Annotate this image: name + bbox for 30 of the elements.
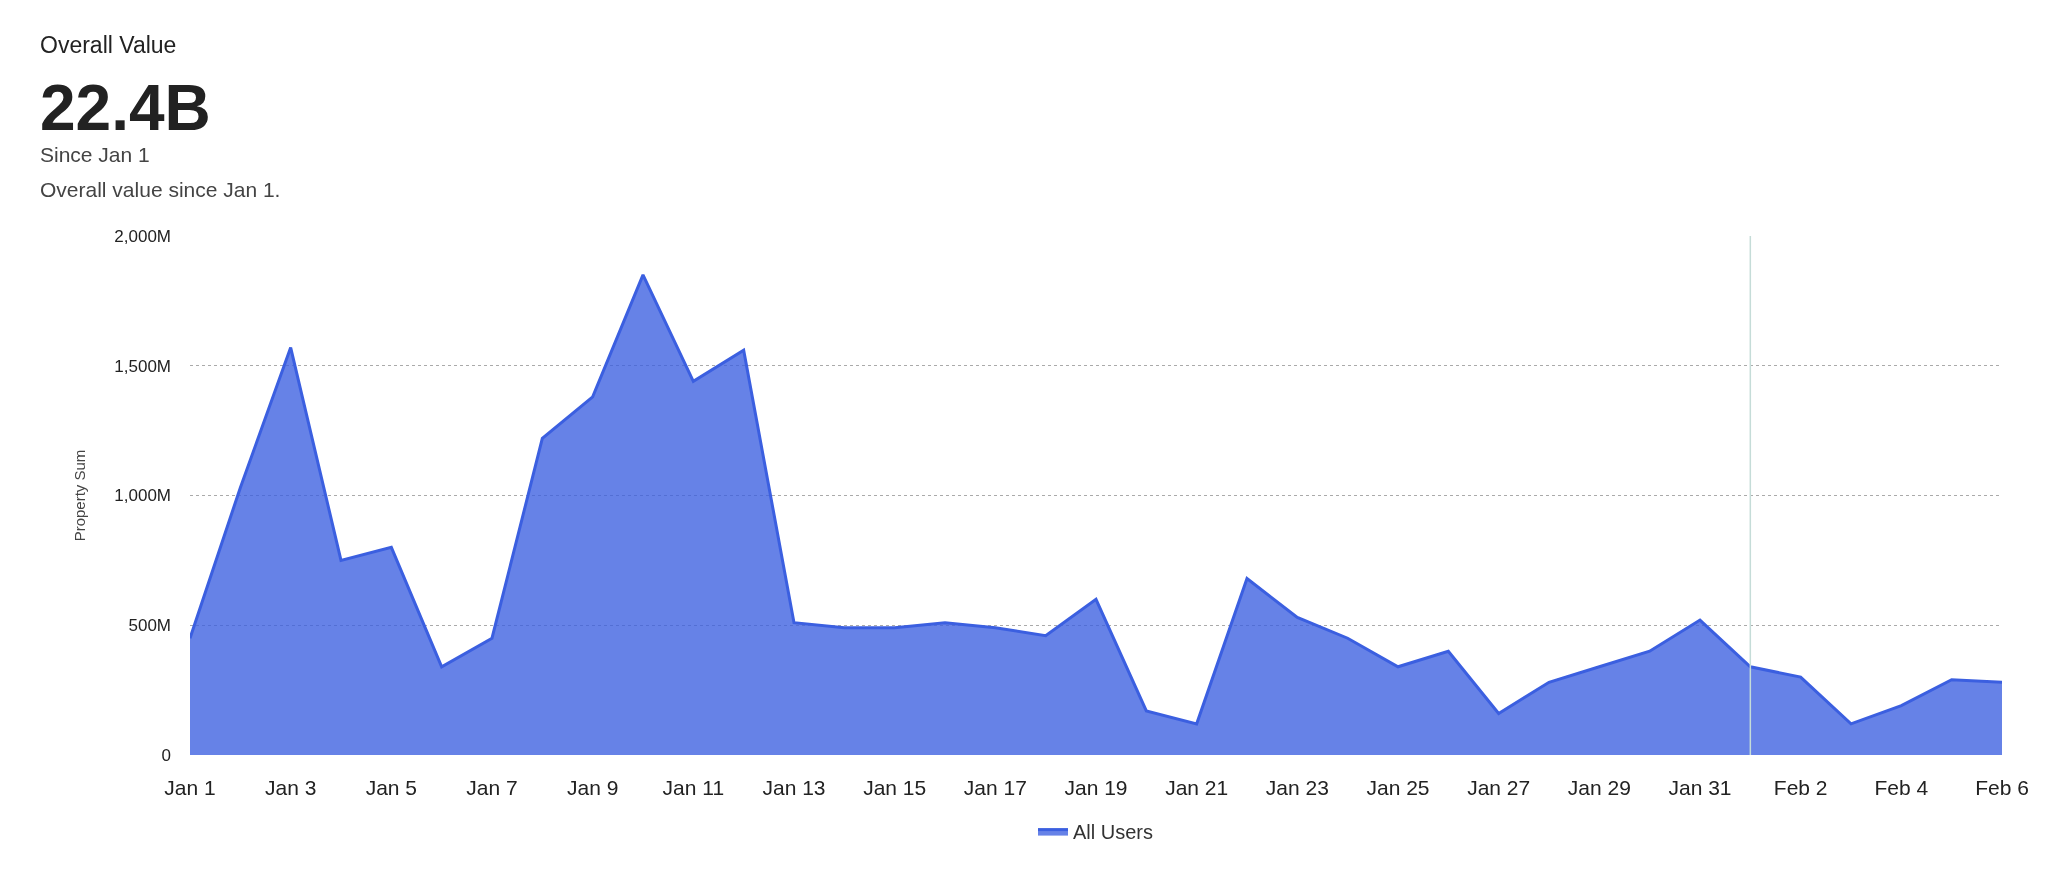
- x-tick-label: Feb 6: [1975, 776, 2029, 799]
- text: Since Jan 1: [40, 143, 150, 166]
- y-tick-label: 0: [161, 745, 171, 765]
- y-tick-label: 2,000M: [114, 226, 171, 246]
- x-tick-label: Jan 13: [762, 776, 826, 799]
- text: Overall value since Jan 1.: [40, 178, 281, 201]
- x-tick-label: Feb 2: [1773, 776, 1828, 799]
- x-tick-label: Jan 9: [566, 776, 619, 799]
- y-tick-label: 500M: [128, 616, 171, 636]
- x-tick-label: Jan 25: [1366, 776, 1430, 799]
- x-tick-label: Jan 19: [1064, 776, 1128, 799]
- x-tick-label: Jan 3: [264, 776, 317, 799]
- x-tick-label: Jan 7: [466, 776, 518, 799]
- x-tick-label: Jan 23: [1265, 776, 1329, 799]
- chart-title: Overall Value: [40, 32, 177, 58]
- x-tick-label: Jan 21: [1165, 776, 1229, 799]
- y-tick-label: 1,500M: [114, 356, 171, 376]
- x-tick-label: Jan 1: [164, 776, 216, 799]
- x-tick-label: Feb 4: [1874, 776, 1929, 799]
- x-tick-label: Jan 31: [1668, 776, 1732, 799]
- x-tick-label: Jan 15: [863, 776, 927, 799]
- x-tick-label: Jan 29: [1567, 776, 1631, 799]
- x-tick-label: Jan 11: [662, 776, 725, 799]
- x-tick-label: Jan 5: [365, 776, 418, 799]
- x-tick-label: Jan 17: [963, 776, 1027, 799]
- y-tick-label: 1,000M: [114, 486, 171, 506]
- x-tick-label: Jan 27: [1467, 776, 1531, 799]
- chart-subtitle: 22.4B: [40, 72, 211, 144]
- y-axis-title: Property Sum: [70, 449, 88, 542]
- legend-label: All Users: [1073, 821, 1154, 844]
